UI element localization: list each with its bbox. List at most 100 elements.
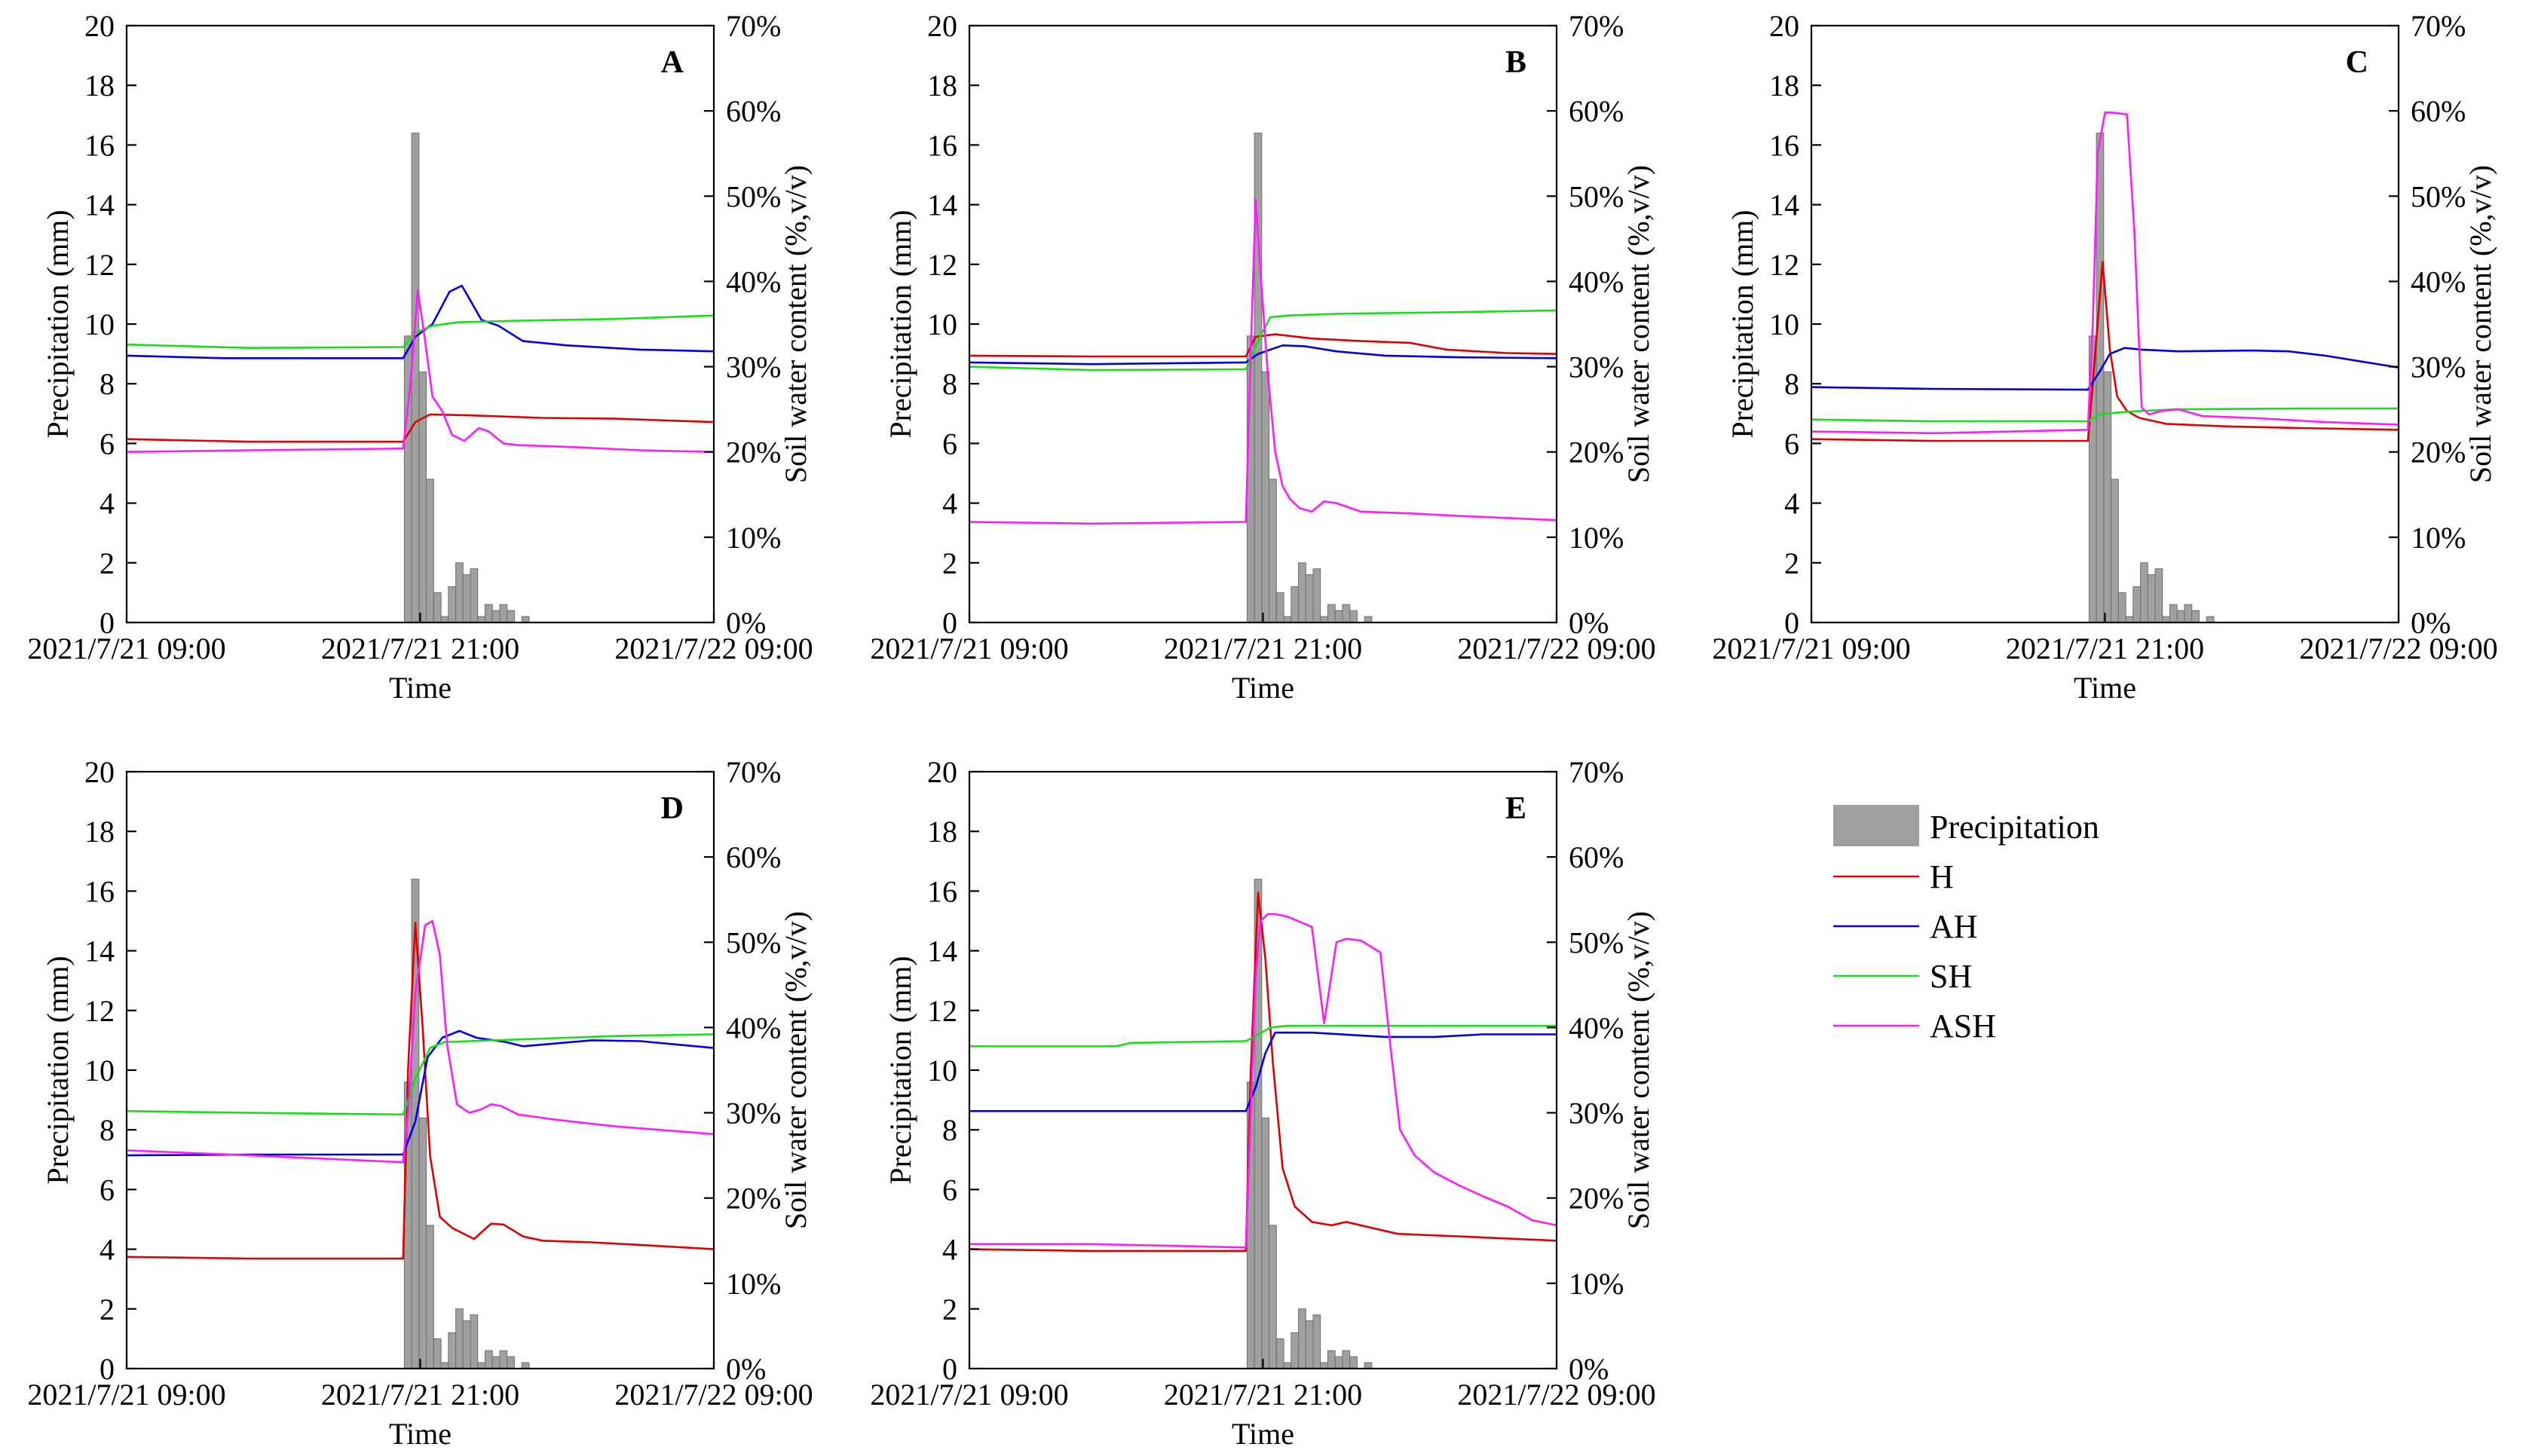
panel-b-right-tick-label: 10% <box>1569 521 1624 555</box>
panel-a-precip-bar <box>455 562 464 623</box>
panel-e-precip-bar <box>1275 1338 1284 1369</box>
legend-ash-label: ASH <box>1930 1008 1996 1045</box>
panel-b-right-tick-label: 0% <box>1569 606 1609 640</box>
panel-e-right-tick-label: 20% <box>1569 1182 1624 1216</box>
panel-a-precip-bar <box>470 568 479 623</box>
panel-e-left-tick-label: 4 <box>942 1233 957 1267</box>
panel-a-time-tick-label: 2021/7/22 09:00 <box>614 632 813 665</box>
panel-a-letter: A <box>661 45 684 80</box>
legend-precip-swatch <box>1833 805 1919 846</box>
panel-e-right-tick-label: 0% <box>1569 1352 1609 1386</box>
panel-c-precip-bar <box>2096 133 2105 623</box>
panel-d-letter: D <box>661 791 684 826</box>
panel-e-right-tick-label: 50% <box>1569 925 1624 959</box>
panel-a-precip-bar <box>448 586 456 623</box>
panel-d-left-tick-label: 8 <box>100 1113 115 1147</box>
panel-e-left-tick-label: 14 <box>927 934 957 968</box>
panel-d-left-tick-label: 6 <box>100 1173 115 1207</box>
panel-b-letter: B <box>1505 45 1526 80</box>
panel-b-time-tick-label: 2021/7/22 09:00 <box>1457 632 1655 665</box>
panel-b-precip-bar <box>1291 586 1300 623</box>
panel-b-precip-bar <box>1305 574 1314 623</box>
panel-c-left-tick-label: 12 <box>1769 248 1799 282</box>
panel-b-precip-bar <box>1312 568 1321 623</box>
panel-a-left-tick-label: 10 <box>84 307 115 341</box>
panel-d-left-tick-label: 16 <box>84 874 115 908</box>
panel-c-left-tick-label: 20 <box>1769 9 1799 43</box>
panel-c-right-tick-label: 70% <box>2411 9 2466 43</box>
panel-d-right-tick-label: 30% <box>726 1097 781 1130</box>
panel-a-line-ah <box>126 284 715 359</box>
panel-d-precip-bar <box>507 1356 515 1369</box>
panel-c-ylabel: Precipitation (mm) <box>1725 210 1759 438</box>
panel-d-right-tick-label: 60% <box>726 840 781 874</box>
panel-e-line-ah <box>969 1031 1557 1112</box>
panel-d-time-tick-label: 2021/7/21 21:00 <box>321 1378 519 1412</box>
panel-c-line-ah <box>1811 347 2399 391</box>
panel-b-left-tick-label: 20 <box>927 9 957 43</box>
panel-c-left-tick-label: 2 <box>1784 546 1799 580</box>
panel-c-right-tick-label: 50% <box>2411 179 2466 213</box>
panel-e-right-tick-label: 60% <box>1569 840 1624 874</box>
panel-e-precip-bar <box>1334 1356 1343 1369</box>
panel-c-letter: C <box>2346 45 2368 80</box>
panel-b-left-tick-label: 10 <box>927 307 957 341</box>
panel-d-right-tick-label: 20% <box>726 1182 781 1216</box>
panel-a-left-tick-label: 18 <box>84 69 115 102</box>
panel-e: 0 2 4 6 8 10 12 14 16 18 20 0% 10% 20% 30% 40% 50% 60% 70%… <box>870 755 1655 1451</box>
panel-e-precip-bar <box>1364 1362 1373 1369</box>
panel-c-time-tick-label: 2021/7/22 09:00 <box>2299 632 2497 665</box>
panel-d-ylabel: Precipitation (mm) <box>41 956 75 1184</box>
panel-a-left-tick-label: 8 <box>100 367 115 401</box>
panel-c-left-tick-label: 16 <box>1769 128 1799 162</box>
panel-e-left-tick-label: 2 <box>942 1292 957 1326</box>
panel-a-line-sh <box>126 314 715 350</box>
panel-b-precip-bar <box>1283 616 1292 623</box>
panel-a-precip-bar <box>418 371 427 623</box>
panel-b-left-tick-label: 14 <box>927 188 957 222</box>
panel-d: 0 2 4 6 8 10 12 14 16 18 20 0% 10% 20% 30% 40% 50% 60% 70%… <box>27 755 813 1451</box>
panel-a-precip-bar <box>499 604 508 623</box>
panel-e-xlabel: Time <box>1232 1417 1294 1451</box>
panel-e-left-tick-label: 16 <box>927 874 957 908</box>
panel-c-precip-bar <box>2147 574 2156 623</box>
panel-d-xlabel: Time <box>389 1417 452 1451</box>
legend-ah-label: AH <box>1930 908 1978 945</box>
panel-c-precip-bar <box>2133 586 2142 623</box>
panel-b-line-ah <box>969 344 1557 366</box>
panel-c-precip-bar <box>2140 562 2148 623</box>
panel-e-time-tick-label: 2021/7/21 09:00 <box>870 1378 1068 1412</box>
panel-e-ylabel: Precipitation (mm) <box>883 956 917 1184</box>
panel-b-ylabel: Precipitation (mm) <box>883 210 917 438</box>
panel-c-precip-bar <box>2162 616 2171 623</box>
panel-b-time-tick-label: 2021/7/21 21:00 <box>1164 632 1362 665</box>
panel-d-right-tick-label: 0% <box>726 1352 766 1386</box>
panel-a-right-tick-label: 30% <box>726 350 781 384</box>
legend-sh-label: SH <box>1930 958 1972 995</box>
panel-a-time-tick-label: 2021/7/21 21:00 <box>321 632 519 665</box>
panel-e-letter: E <box>1505 791 1526 826</box>
panel-e-time-tick-label: 2021/7/21 21:00 <box>1164 1378 1362 1412</box>
panel-d-left-tick-label: 20 <box>84 755 115 789</box>
panel-e-left-tick-label: 20 <box>927 755 957 789</box>
panel-a-precip-bar <box>440 616 449 623</box>
panel-c-y2label: Soil water content (%,v/v) <box>2463 165 2497 483</box>
panel-a-line-ash <box>126 289 715 453</box>
panel-a-precip-bar <box>507 610 515 623</box>
panel-b-left-tick-label: 16 <box>927 128 957 162</box>
panel-a-precip-bar <box>426 479 434 623</box>
panel-d-time-tick-label: 2021/7/22 09:00 <box>614 1378 813 1412</box>
panel-c-line-ash <box>1811 112 2399 435</box>
panel-e-precip-bar <box>1269 1225 1277 1369</box>
panel-c-precip-bar <box>2206 616 2215 623</box>
panel-b-y2label: Soil water content (%,v/v) <box>1621 165 1655 483</box>
panel-b-xlabel: Time <box>1232 671 1294 705</box>
panel-b-precip-bar <box>1298 562 1306 623</box>
panel-c-precip-bar <box>2111 479 2119 623</box>
panel-c-precip-bar <box>2103 371 2112 623</box>
panel-c-right-tick-label: 40% <box>2411 265 2466 298</box>
panel-a-y2label: Soil water content (%,v/v) <box>779 165 813 483</box>
panel-b-right-tick-label: 70% <box>1569 9 1624 43</box>
panel-d-y2label: Soil water content (%,v/v) <box>779 911 813 1229</box>
panel-d-line-sh <box>126 1033 715 1116</box>
